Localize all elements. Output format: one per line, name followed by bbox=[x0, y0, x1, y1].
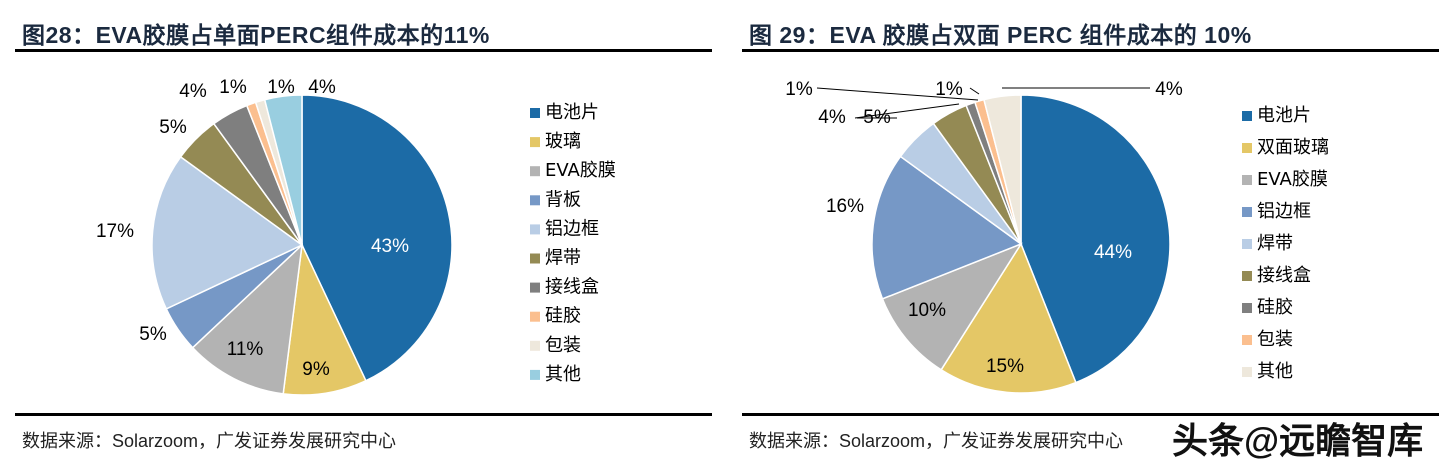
legend-label: 焊带 bbox=[1257, 233, 1293, 254]
pie-slice-铝边框 bbox=[151, 155, 304, 310]
legend-label: 背板 bbox=[545, 189, 581, 210]
data-label: 1% bbox=[935, 79, 963, 100]
pie-slice-电池片 bbox=[301, 94, 453, 382]
chart-panel-29: 图 29：EVA 胶膜占双面 PERC 组件成本的 10% 44% 15% 10% 1… bbox=[727, 0, 1454, 464]
footer-rule bbox=[15, 413, 712, 416]
legend-swatch bbox=[530, 253, 540, 264]
data-label: 4% bbox=[179, 81, 207, 102]
title-rule bbox=[15, 49, 712, 52]
data-label: 17% bbox=[96, 221, 134, 242]
data-label: 1% bbox=[785, 79, 813, 100]
legend-label: 铝边框 bbox=[1257, 201, 1311, 222]
source-note: 数据来源：Solarzoom，广发证券发展研究中心 bbox=[22, 431, 397, 451]
data-label: 1% bbox=[267, 77, 295, 98]
watermark: 头条@远瞻智库 bbox=[1172, 420, 1424, 461]
legend-swatch bbox=[1242, 271, 1252, 281]
chart-title: 图 29：EVA 胶膜占双面 PERC 组件成本的 10% bbox=[749, 22, 1252, 48]
legend-swatch bbox=[1242, 335, 1252, 345]
leader-line bbox=[854, 103, 960, 119]
data-label: 43% bbox=[371, 236, 409, 257]
legend-swatch bbox=[530, 166, 540, 177]
data-label: 4% bbox=[1155, 79, 1183, 100]
legend-swatch bbox=[530, 340, 540, 351]
pie-chart-29: 44%15%10%16%5%4%1% 1% 4%电池片双面玻璃EVA胶膜铝边框焊带接… bbox=[785, 79, 1329, 394]
legend-swatch bbox=[530, 282, 540, 293]
legend-swatch bbox=[530, 137, 540, 148]
legend-label: 铝边框 bbox=[545, 218, 599, 239]
pie-slice-其他 bbox=[263, 94, 303, 246]
legend-label: 硅胶 bbox=[545, 306, 581, 327]
legend-label: 包装 bbox=[1257, 329, 1293, 350]
legend-swatch bbox=[1242, 239, 1252, 249]
data-label: 5% bbox=[863, 107, 891, 128]
data-label: 4% bbox=[818, 107, 846, 128]
title-rule bbox=[742, 49, 1439, 52]
pie-slice-铝边框 bbox=[871, 155, 1023, 300]
source-note: 数据来源：Solarzoom，广发证券发展研究中心 bbox=[749, 431, 1124, 451]
legend-swatch bbox=[1242, 143, 1252, 153]
legend-label: 其他 bbox=[1257, 361, 1293, 382]
data-label: 44% bbox=[1094, 242, 1132, 263]
leader-line bbox=[816, 87, 979, 101]
legend-label: EVA胶膜 bbox=[545, 160, 616, 181]
legend-swatch bbox=[530, 108, 540, 118]
pie-slice-EVA胶膜 bbox=[881, 242, 1023, 371]
legend-swatch bbox=[1242, 207, 1252, 217]
legend-swatch bbox=[530, 224, 540, 235]
legend-label: 电池片 bbox=[545, 102, 599, 123]
legend-label: 接线盒 bbox=[1257, 265, 1311, 286]
data-label: 5% bbox=[139, 324, 167, 345]
legend-label: 其他 bbox=[545, 364, 581, 385]
legend-label: EVA胶膜 bbox=[1257, 169, 1328, 190]
legend-label: 硅胶 bbox=[1257, 297, 1293, 318]
legend-swatch bbox=[530, 195, 540, 206]
legend-label: 玻璃 bbox=[545, 131, 581, 152]
data-label: 1% bbox=[219, 77, 247, 98]
chart-panel-28: 图28：EVA胶膜占单面PERC组件成本的11% 43% 9% 11% 5% 17% 5%… bbox=[15, 22, 712, 451]
legend-swatch bbox=[530, 369, 540, 380]
data-label: 9% bbox=[302, 359, 330, 380]
data-label: 16% bbox=[826, 196, 864, 217]
legend-swatch bbox=[530, 311, 540, 322]
legend-label: 焊带 bbox=[545, 248, 581, 269]
pie-slice-电池片 bbox=[1020, 94, 1171, 384]
legend-label: 双面玻璃 bbox=[1257, 137, 1329, 158]
footer-rule bbox=[742, 413, 1439, 416]
data-label: 5% bbox=[159, 117, 187, 138]
chart-title: 图28：EVA胶膜占单面PERC组件成本的11% bbox=[22, 22, 490, 48]
legend-label: 包装 bbox=[545, 335, 581, 356]
pie-slice-双面玻璃 bbox=[940, 242, 1077, 394]
leader-line bbox=[969, 87, 980, 95]
legend-swatch bbox=[1242, 303, 1252, 313]
legend-label: 接线盒 bbox=[545, 277, 599, 298]
legend-swatch bbox=[1242, 111, 1252, 121]
pie-slice-其他 bbox=[983, 94, 1022, 245]
pie-slice-玻璃 bbox=[282, 242, 367, 396]
pie-slice-EVA胶膜 bbox=[191, 243, 304, 395]
data-label: 10% bbox=[908, 300, 946, 321]
data-label: 15% bbox=[986, 356, 1024, 377]
data-label: 11% bbox=[227, 339, 264, 360]
legend-swatch bbox=[1242, 175, 1252, 185]
legend-label: 电池片 bbox=[1257, 105, 1311, 126]
data-label: 4% bbox=[308, 77, 336, 98]
legend-swatch bbox=[1242, 367, 1252, 377]
